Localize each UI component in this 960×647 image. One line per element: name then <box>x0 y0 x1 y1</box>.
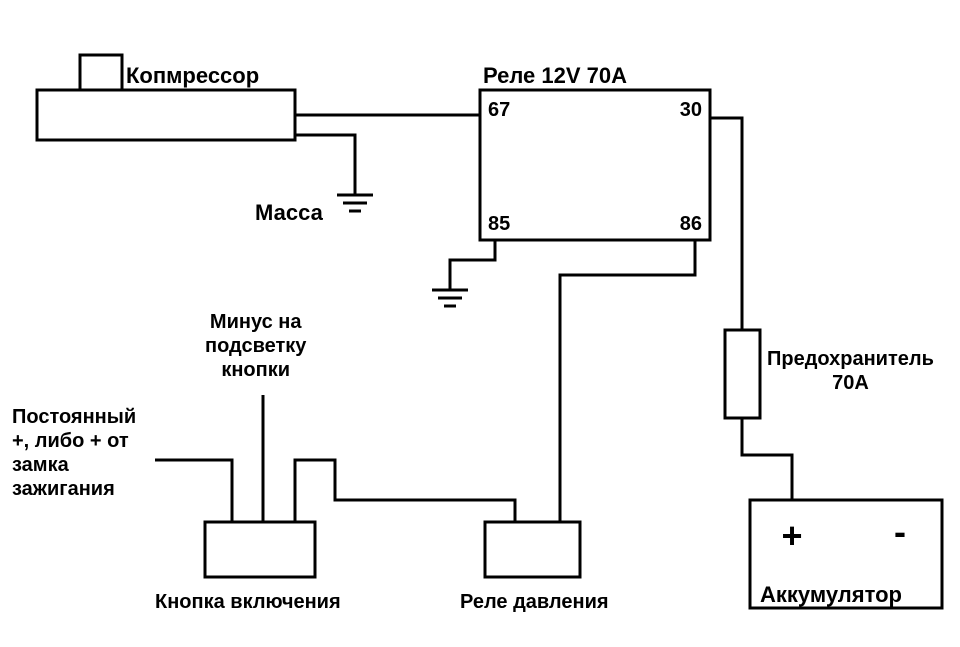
svg-text:86: 86 <box>680 213 702 235</box>
svg-text:67: 67 <box>488 99 510 121</box>
constant-plus-label: Постоянный +, либо + от замка зажигания <box>12 405 136 501</box>
svg-text:85: 85 <box>488 213 510 235</box>
backlight-minus-label: Минус на подсветку кнопки <box>205 310 306 382</box>
svg-text:+: + <box>781 515 802 556</box>
svg-text:30: 30 <box>680 99 702 121</box>
pressure-relay-label: Реле давления <box>460 590 609 614</box>
power-button-label: Кнопка включения <box>155 590 341 614</box>
wiring-diagram: 67 30 85 86 + - <box>0 0 960 647</box>
svg-text:-: - <box>894 511 906 552</box>
battery-label: Аккумулятор <box>760 582 902 608</box>
compressor-label: Копмрессор <box>126 63 259 89</box>
relay-label: Реле 12V 70A <box>483 63 627 89</box>
fuse-label: Предохранитель 70А <box>767 347 934 395</box>
ground-label: Масса <box>255 200 323 226</box>
